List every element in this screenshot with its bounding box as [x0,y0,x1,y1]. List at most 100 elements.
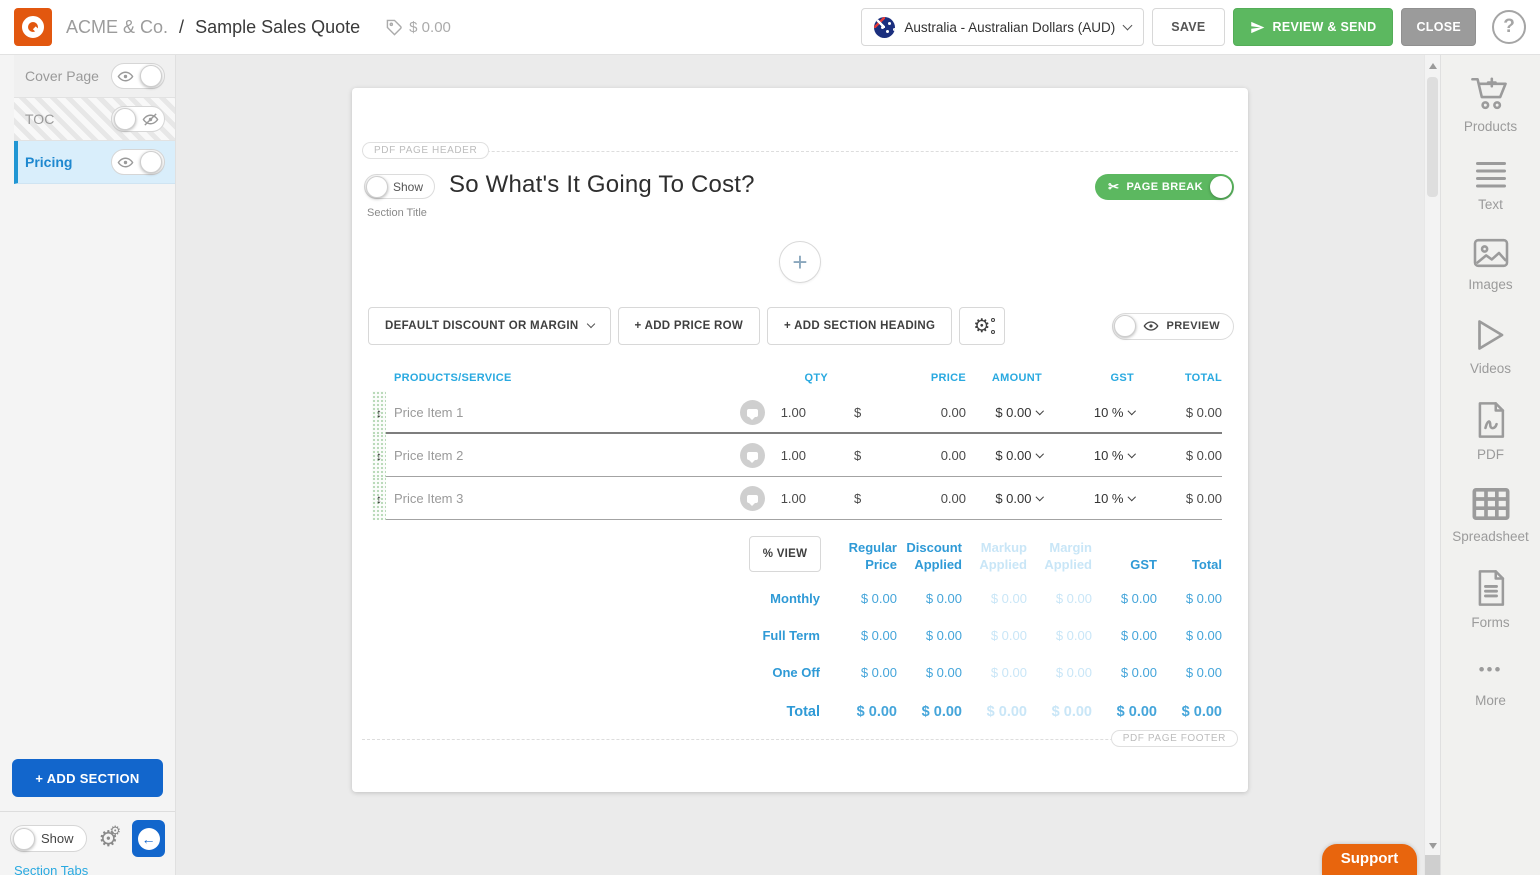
tool-images[interactable]: Images [1468,237,1513,292]
tool-label: Videos [1469,361,1512,376]
ellipsis-icon: ••• [1478,660,1503,679]
quote-value: $ 0.00 [409,18,451,36]
save-button[interactable]: SAVE [1152,8,1225,46]
page-break-toggle[interactable]: ✂ PAGE BREAK [1095,174,1234,200]
price-item-name[interactable]: Price Item 1 [394,405,464,420]
add-price-row-button[interactable]: + ADD PRICE ROW [617,307,761,345]
scrollbar-corner [1425,855,1440,875]
add-section-heading-button[interactable]: + ADD SECTION HEADING [767,307,953,345]
support-label: Support [1340,850,1399,867]
price-row-2: ↕ Price Item 2 1.00 $ 0.00 $ 0.00 10 % $… [372,434,1222,477]
summary-value: $ 0.00 [1055,628,1092,643]
add-section-heading-label: + ADD SECTION HEADING [784,320,936,332]
amount-dropdown[interactable]: $ 0.00 [966,448,1044,463]
review-send-button[interactable]: REVIEW & SEND [1232,8,1394,46]
pdf-page-footer-tag: PDF PAGE FOOTER [1110,730,1238,747]
tool-spreadsheet[interactable]: Spreadsheet [1452,487,1529,544]
amount-value: $ 0.00 [995,448,1032,463]
vertical-scrollbar[interactable] [1424,55,1440,875]
show-label: Show [393,179,424,194]
close-button[interactable]: CLOSE [1401,8,1476,46]
drag-handle[interactable]: ↕ [372,434,386,477]
close-label: CLOSE [1416,20,1461,34]
tool-pdf[interactable]: PDF [1473,401,1509,462]
preview-toggle[interactable]: PREVIEW [1112,312,1234,340]
scroll-down-arrow[interactable] [1429,843,1437,849]
summary-value: $ 0.00 [925,665,962,680]
toggle-knob [366,175,388,198]
toggle-knob [140,151,162,173]
price-input[interactable]: 0.00 [940,448,966,463]
sidebar-item-toc[interactable]: TOC [14,98,175,141]
play-icon [1478,320,1504,350]
plus-icon: + [792,246,808,277]
tool-label: More [1475,693,1506,708]
page-break-label: PAGE BREAK [1126,181,1203,193]
section-title-row: Show Section Title So What's It Going To… [352,152,1248,219]
cover-page-visibility-toggle[interactable] [111,63,165,89]
tool-label: Images [1468,277,1513,292]
col-total: TOTAL [1184,372,1222,384]
summary-value: $ 0.00 [921,703,962,720]
comment-icon[interactable] [739,443,765,468]
row-label: Total [786,703,820,720]
gst-value: 10 % [1093,448,1124,463]
row-total: $ 0.00 [1185,491,1222,506]
drag-handle[interactable]: ↕ [372,477,386,520]
price-item-name[interactable]: Price Item 2 [394,448,464,463]
comment-icon[interactable] [739,400,765,425]
gst-dropdown[interactable]: 10 % [1042,448,1136,463]
breadcrumb-company[interactable]: ACME & Co. [66,16,169,37]
title-show-toggle[interactable]: Show [364,174,436,199]
amount-dropdown[interactable]: $ 0.00 [966,405,1044,420]
section-tabs-show-toggle[interactable]: Show [10,825,87,852]
comment-icon[interactable] [739,486,765,511]
percent-view-button[interactable]: % VIEW [749,536,821,572]
tool-videos[interactable]: Videos [1470,317,1511,376]
summary-value: $ 0.00 [1185,591,1222,606]
price-item-name[interactable]: Price Item 3 [394,491,464,506]
tool-text[interactable]: Text [1473,159,1509,212]
collapse-sidebar-button[interactable]: ← [132,820,165,857]
toc-visibility-toggle[interactable] [111,106,165,132]
section-tabs-settings-button[interactable]: ⚙ ⚙ [98,824,122,851]
tool-forms[interactable]: Forms [1471,569,1510,630]
tool-label: Forms [1471,615,1510,630]
tool-products[interactable]: Products [1464,75,1517,134]
qty-input[interactable]: 1.00 [780,491,806,506]
logo-q-icon [22,16,44,38]
qty-input[interactable]: 1.00 [780,405,806,420]
tool-more[interactable]: ••• More [1475,655,1506,708]
default-discount-margin-dropdown[interactable]: DEFAULT DISCOUNT OR MARGIN [368,307,611,345]
gear-icon: ⚙ [98,825,119,851]
qty-input[interactable]: 1.00 [780,448,806,463]
add-block-button[interactable]: + [779,241,821,283]
breadcrumb-document-title[interactable]: Sample Sales Quote [195,16,361,37]
question-mark-icon: ? [1503,16,1515,37]
pricing-visibility-toggle[interactable] [111,149,165,175]
sidebar-item-cover-page[interactable]: Cover Page [14,55,175,98]
scroll-up-arrow[interactable] [1429,63,1437,69]
currency-symbol: $ [854,405,862,420]
support-button[interactable]: Support [1322,844,1417,875]
sidebar-item-pricing[interactable]: Pricing [14,141,175,184]
price-input[interactable]: 0.00 [940,405,966,420]
gear-dot [990,318,995,322]
section-title[interactable]: So What's It Going To Cost? [449,171,755,198]
pricing-settings-button[interactable]: ⚙ [959,307,1005,345]
help-button[interactable]: ? [1492,10,1526,44]
add-section-button[interactable]: + ADD SECTION [12,759,163,797]
scrollbar-thumb[interactable] [1427,77,1438,197]
quote-value-tag[interactable]: $ 0.00 [386,19,451,36]
tool-label: Products [1463,119,1518,134]
eye-icon [114,68,137,85]
gst-dropdown[interactable]: 10 % [1042,491,1136,506]
amount-dropdown[interactable]: $ 0.00 [966,491,1044,506]
summary-value: $ 0.00 [1051,703,1092,720]
gst-dropdown[interactable]: 10 % [1042,405,1136,420]
currency-select[interactable]: Australia - Australian Dollars (AUD) [861,8,1145,46]
drag-handle[interactable]: ↕ [372,391,386,434]
summary-value: $ 0.00 [990,628,1027,643]
app-logo[interactable] [14,8,52,46]
price-input[interactable]: 0.00 [940,491,966,506]
